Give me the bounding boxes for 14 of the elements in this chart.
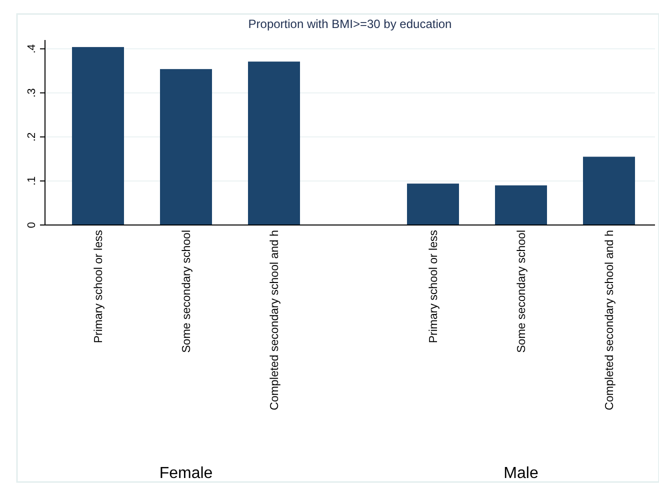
x-tick-label: Completed secondary school and h — [604, 230, 616, 410]
chart-title: Proportion with BMI>=30 by education — [248, 17, 452, 31]
x-tick-label: Some secondary school — [181, 230, 193, 353]
y-tick-label: .3 — [26, 88, 38, 98]
y-tick-label: .2 — [26, 132, 38, 142]
x-tick-label: Primary school or less — [93, 230, 105, 344]
x-tick-label: Primary school or less — [428, 230, 440, 344]
x-tick-label: Completed secondary school and h — [269, 230, 281, 410]
y-tick-label: .4 — [26, 44, 38, 54]
y-tick-label: 0 — [26, 222, 38, 228]
x-tick-label: Some secondary school — [516, 230, 528, 353]
text: Female — [159, 465, 213, 482]
text: Male — [504, 465, 538, 482]
y-tick-label: .1 — [26, 176, 38, 186]
